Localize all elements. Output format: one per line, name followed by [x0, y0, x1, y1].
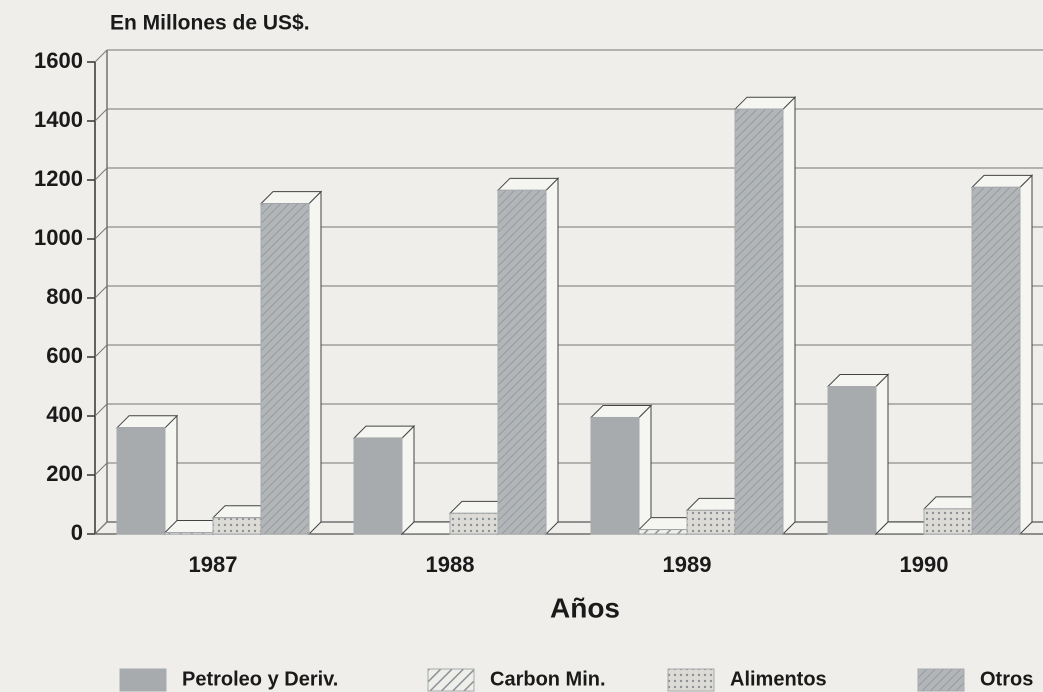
legend-swatch: [917, 668, 965, 692]
bar-side: [401, 424, 415, 536]
grid-diag: [94, 49, 108, 63]
bar-side: [638, 404, 652, 536]
y-tick-label: 1200: [34, 166, 83, 191]
legend-label: Carbon Min.: [490, 668, 606, 690]
grid-diag: [94, 285, 108, 299]
bar: [923, 508, 973, 535]
grid-diag: [94, 403, 108, 417]
bar: [212, 517, 262, 535]
bar: [971, 186, 1021, 535]
grid-diag: [94, 108, 108, 122]
y-tick-label: 800: [46, 284, 83, 309]
grid-diag: [94, 521, 108, 535]
bar: [116, 427, 166, 535]
y-tick-label: 400: [46, 402, 83, 427]
y-tick-label: 1000: [34, 225, 83, 250]
y-tick-label: 1400: [34, 107, 83, 132]
bar: [449, 512, 499, 535]
bar: [638, 529, 688, 535]
bar: [260, 203, 310, 535]
y-tick-label: 1600: [34, 48, 83, 73]
bar-side: [164, 414, 178, 536]
x-tick-label: 1987: [189, 552, 238, 577]
legend-swatch: [667, 668, 715, 692]
legend-label: Alimentos: [730, 668, 827, 690]
legend-swatch: [427, 668, 475, 692]
bar: [353, 437, 403, 535]
grid-diag: [94, 167, 108, 181]
legend-label: Otros: [980, 668, 1033, 690]
chart-title: En Millones de US$.: [110, 12, 310, 35]
legend-swatch: [119, 668, 167, 692]
bar: [827, 386, 877, 535]
bar: [686, 509, 736, 535]
grid-diag: [94, 344, 108, 358]
grid-diag: [94, 226, 108, 240]
grid-diag: [94, 462, 108, 476]
bar: [164, 532, 214, 535]
bar: [497, 189, 547, 535]
bar-side: [308, 190, 322, 536]
bar-side: [545, 177, 559, 536]
x-tick-label: 1989: [663, 552, 712, 577]
bar: [734, 108, 784, 535]
bar: [590, 416, 640, 535]
y-tick-label: 600: [46, 343, 83, 368]
bar-side: [782, 95, 796, 536]
y-tick-label: 0: [71, 520, 83, 545]
x-tick-label: 1990: [900, 552, 949, 577]
y-tick-label: 200: [46, 461, 83, 486]
legend-label: Petroleo y Deriv.: [182, 668, 338, 690]
x-tick-label: 1988: [426, 552, 475, 577]
x-axis-label: Años: [550, 592, 620, 623]
bar-side: [1019, 174, 1033, 536]
bar-side: [875, 373, 889, 536]
